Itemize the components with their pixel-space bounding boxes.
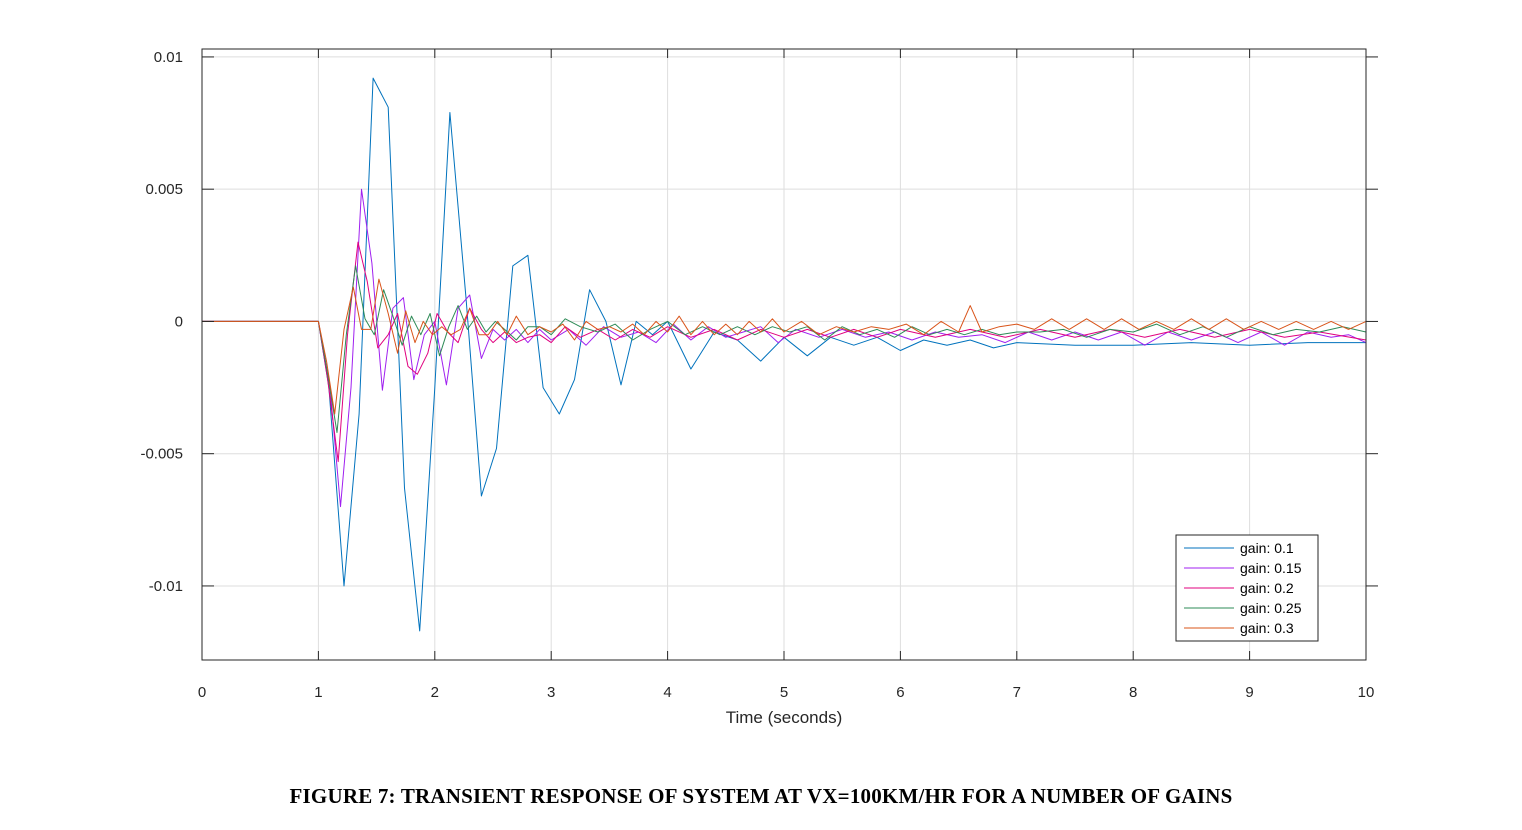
x-tick-label: 9 (1245, 684, 1253, 701)
x-tick-label: 2 (431, 684, 439, 701)
legend-label: gain: 0.2 (1240, 580, 1294, 596)
legend-label: gain: 0.3 (1240, 620, 1294, 636)
x-tick-label: 1 (314, 684, 322, 701)
x-tick-label: 7 (1013, 684, 1021, 701)
y-tick-label: -0.01 (149, 578, 183, 595)
series-line-5 (202, 278, 1367, 415)
series-line-2 (202, 188, 1367, 508)
series-line-4 (202, 265, 1367, 433)
legend-label: gain: 0.25 (1240, 600, 1302, 616)
y-tick-label: 0 (175, 313, 183, 330)
x-tick-label: 10 (1358, 684, 1375, 701)
y-tick-label: 0.01 (154, 49, 183, 66)
x-tick-label: 5 (780, 684, 788, 701)
plot-lines (202, 77, 1367, 632)
x-axis-label: Time (seconds) (726, 708, 843, 727)
ticks (201, 49, 1378, 660)
legend-label: gain: 0.15 (1240, 560, 1302, 576)
legend-label: gain: 0.1 (1240, 540, 1294, 556)
x-tick-label: 0 (198, 684, 206, 701)
x-tick-label: 6 (896, 684, 904, 701)
x-tick-label: 4 (663, 684, 671, 701)
series-line-1 (202, 77, 1366, 632)
tick-labels: 0 1 2 3 4 5 6 7 8 9 10 -0.01 -0.005 0 0.005 0.01 (140, 49, 1374, 701)
y-tick-label: 0.005 (145, 181, 183, 198)
legend: gain: 0.1 gain: 0.15 gain: 0.2 gain: 0.25 ga… (1175, 534, 1319, 642)
figure-caption: FIGURE 7: TRANSIENT RESPONSE OF SYSTEM A… (289, 784, 1233, 808)
line-chart: 0 1 2 3 4 5 6 7 8 9 10 -0.01 -0.005 0 0.005 0.01 Time (… (140, 48, 1378, 727)
x-tick-label: 3 (547, 684, 555, 701)
x-tick-label: 8 (1129, 684, 1137, 701)
y-tick-label: -0.005 (140, 446, 183, 463)
